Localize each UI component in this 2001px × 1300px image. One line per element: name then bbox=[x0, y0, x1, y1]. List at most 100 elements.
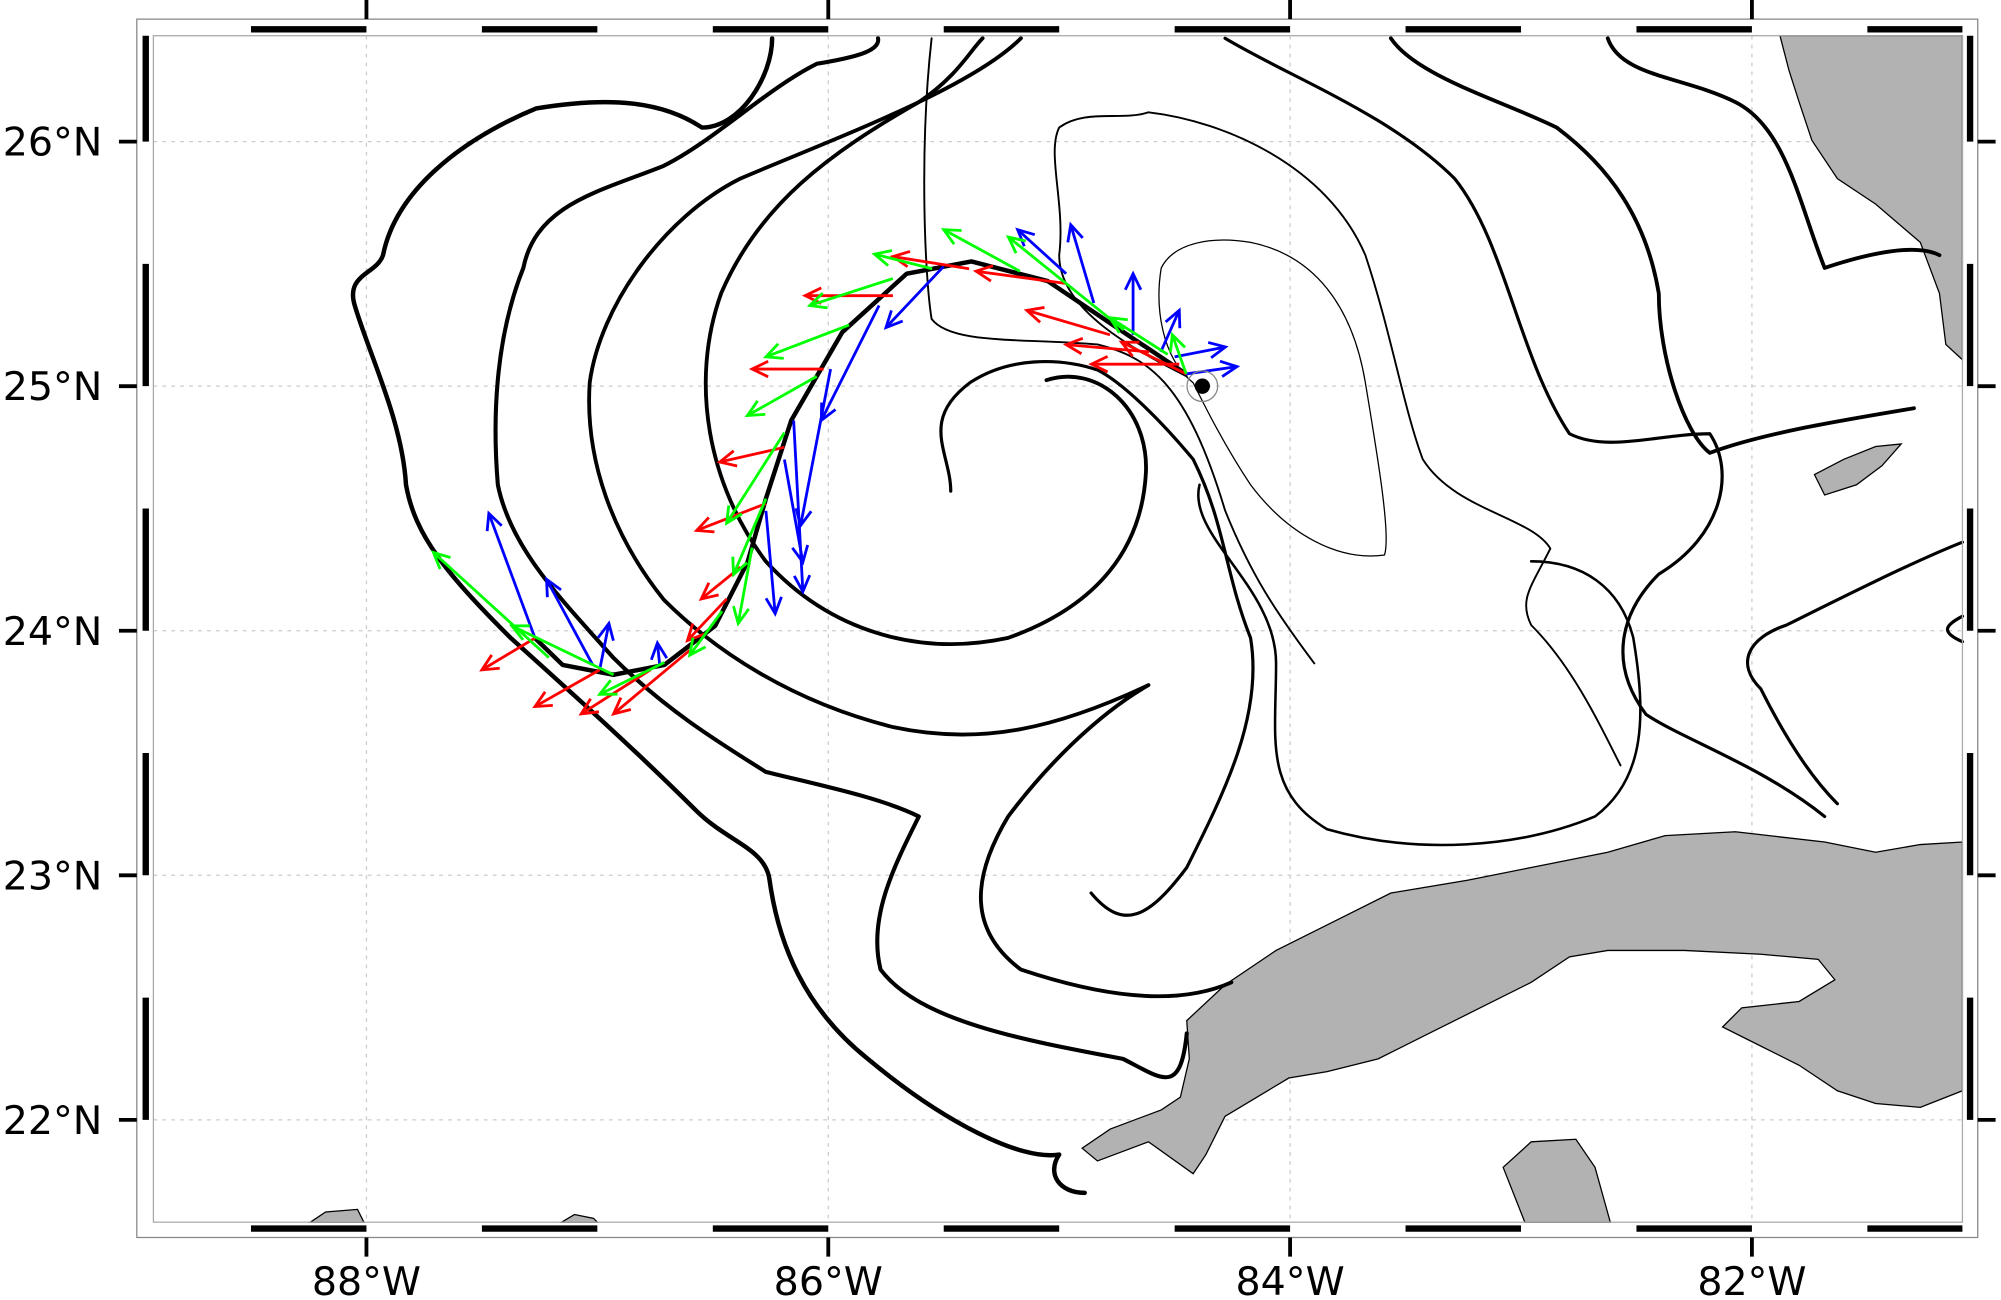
green-arrow-head bbox=[431, 550, 451, 570]
blue-arrow-shaft bbox=[545, 578, 594, 666]
blue-arrow bbox=[883, 265, 945, 330]
red-arrow bbox=[1023, 306, 1111, 337]
contour-east-3 bbox=[1223, 36, 1827, 819]
red-arrow-shaft bbox=[1120, 340, 1187, 376]
green-arrow-shaft bbox=[732, 498, 768, 576]
frame-checker-bars bbox=[142, 26, 1974, 1232]
green-arrow bbox=[596, 661, 665, 696]
blue-arrow-head bbox=[545, 576, 562, 598]
green-arrow-shaft bbox=[599, 661, 665, 696]
blue-arrow bbox=[545, 576, 594, 666]
red-arrow-shaft bbox=[1065, 343, 1150, 354]
red-arrow bbox=[532, 668, 601, 709]
red-arrow-shaft bbox=[1026, 309, 1111, 337]
green-arrow-shaft bbox=[688, 610, 724, 657]
arrow-layer bbox=[431, 221, 1241, 716]
green-arrow bbox=[940, 228, 1021, 273]
frame-outer bbox=[136, 18, 1979, 1239]
green-arrow-head bbox=[1005, 234, 1027, 254]
red-arrow-head bbox=[532, 691, 553, 709]
blue-arrow-head bbox=[883, 310, 904, 330]
x-tick-label: 88°W bbox=[312, 1259, 421, 1300]
contours bbox=[350, 36, 1965, 1196]
green-arrow-head bbox=[871, 249, 893, 267]
y-tick-label: 26°N bbox=[3, 120, 103, 166]
red-arrow-head bbox=[693, 516, 715, 534]
green-arrow-shaft bbox=[1171, 334, 1188, 375]
red-arrow bbox=[479, 636, 536, 672]
green-arrow-head bbox=[732, 605, 750, 627]
blue-arrow bbox=[1159, 307, 1182, 353]
green-arrow-shaft bbox=[432, 551, 550, 659]
green-arrow-shaft bbox=[765, 323, 850, 359]
green-arrow-head bbox=[1168, 331, 1187, 353]
blue-arrow-shaft bbox=[1174, 345, 1226, 359]
green-arrow-head bbox=[687, 637, 707, 658]
red-arrow bbox=[889, 250, 970, 271]
land-isla-juventud bbox=[1502, 1138, 1612, 1223]
green-arrow-shaft bbox=[943, 228, 1021, 273]
contour-3 bbox=[587, 36, 1234, 999]
green-arrow bbox=[731, 498, 768, 578]
x-tick-label: 86°W bbox=[774, 1259, 883, 1300]
blue-arrow-head bbox=[597, 620, 615, 642]
contour-thin-loop bbox=[1053, 111, 1622, 767]
red-arrow-head bbox=[611, 697, 632, 716]
land-cuba bbox=[1081, 831, 1964, 1175]
blue-arrow-shaft bbox=[884, 265, 945, 329]
blue-arrow-head bbox=[791, 544, 810, 566]
red-arrow-head bbox=[479, 654, 500, 672]
red-arrow-head bbox=[716, 449, 738, 468]
green-arrow-shaft bbox=[809, 277, 894, 307]
blue-arrow-shaft bbox=[656, 642, 662, 666]
blue-arrow-shaft bbox=[764, 510, 777, 614]
contour-2 bbox=[493, 36, 1189, 1080]
green-arrow-shaft bbox=[725, 431, 786, 524]
green-arrow bbox=[732, 547, 754, 627]
green-arrow bbox=[1005, 234, 1125, 332]
green-arrow-shaft bbox=[736, 547, 754, 624]
contour-east-5 bbox=[1946, 614, 1965, 644]
blue-arrow bbox=[597, 620, 615, 671]
contour-east-1 bbox=[1605, 36, 1942, 270]
red-arrow-shaft bbox=[481, 636, 536, 672]
red-arrow bbox=[611, 649, 691, 716]
contour-thin-inner bbox=[1158, 239, 1387, 557]
contour-spiral bbox=[703, 36, 1148, 646]
red-arrow bbox=[972, 264, 1067, 285]
blue-arrow bbox=[794, 368, 832, 529]
blue-arrow-head bbox=[650, 639, 668, 661]
contour-east-2 bbox=[1388, 36, 1916, 455]
red-arrow bbox=[1088, 355, 1180, 374]
y-tick-label: 22°N bbox=[3, 1098, 103, 1144]
blue-arrow bbox=[764, 510, 783, 617]
red-arrow-head bbox=[972, 264, 994, 283]
red-arrow-shaft bbox=[612, 649, 691, 715]
map-frame bbox=[136, 18, 1979, 1239]
x-tick-label: 82°W bbox=[1697, 1259, 1806, 1300]
green-arrow bbox=[687, 610, 724, 658]
blue-arrow-shaft bbox=[1159, 309, 1181, 353]
land-masses bbox=[308, 35, 1964, 1223]
blue-arrow bbox=[1124, 270, 1143, 335]
land-yucatan bbox=[308, 1208, 599, 1223]
red-arrow-head bbox=[578, 697, 600, 716]
blue-arrow-head bbox=[1124, 270, 1143, 291]
blue-arrow-shaft bbox=[1069, 224, 1096, 304]
green-arrow-head bbox=[596, 679, 618, 696]
red-arrow-head bbox=[698, 582, 719, 601]
red-arrow bbox=[1062, 336, 1150, 355]
front-line bbox=[533, 259, 1188, 677]
green-arrow-head bbox=[940, 228, 962, 245]
red-arrow-shaft bbox=[534, 668, 601, 708]
green-arrow-head bbox=[762, 342, 784, 360]
blue-arrow-shaft bbox=[799, 368, 832, 526]
blue-arrow-shaft bbox=[783, 459, 805, 563]
green-arrow-shaft bbox=[1007, 235, 1125, 332]
blue-arrow-shaft bbox=[1016, 228, 1068, 275]
green-arrow-shaft bbox=[746, 375, 818, 417]
green-arrow-shaft bbox=[874, 252, 933, 271]
land-florida-keys bbox=[1813, 443, 1903, 496]
green-arrow-shaft bbox=[511, 624, 615, 677]
